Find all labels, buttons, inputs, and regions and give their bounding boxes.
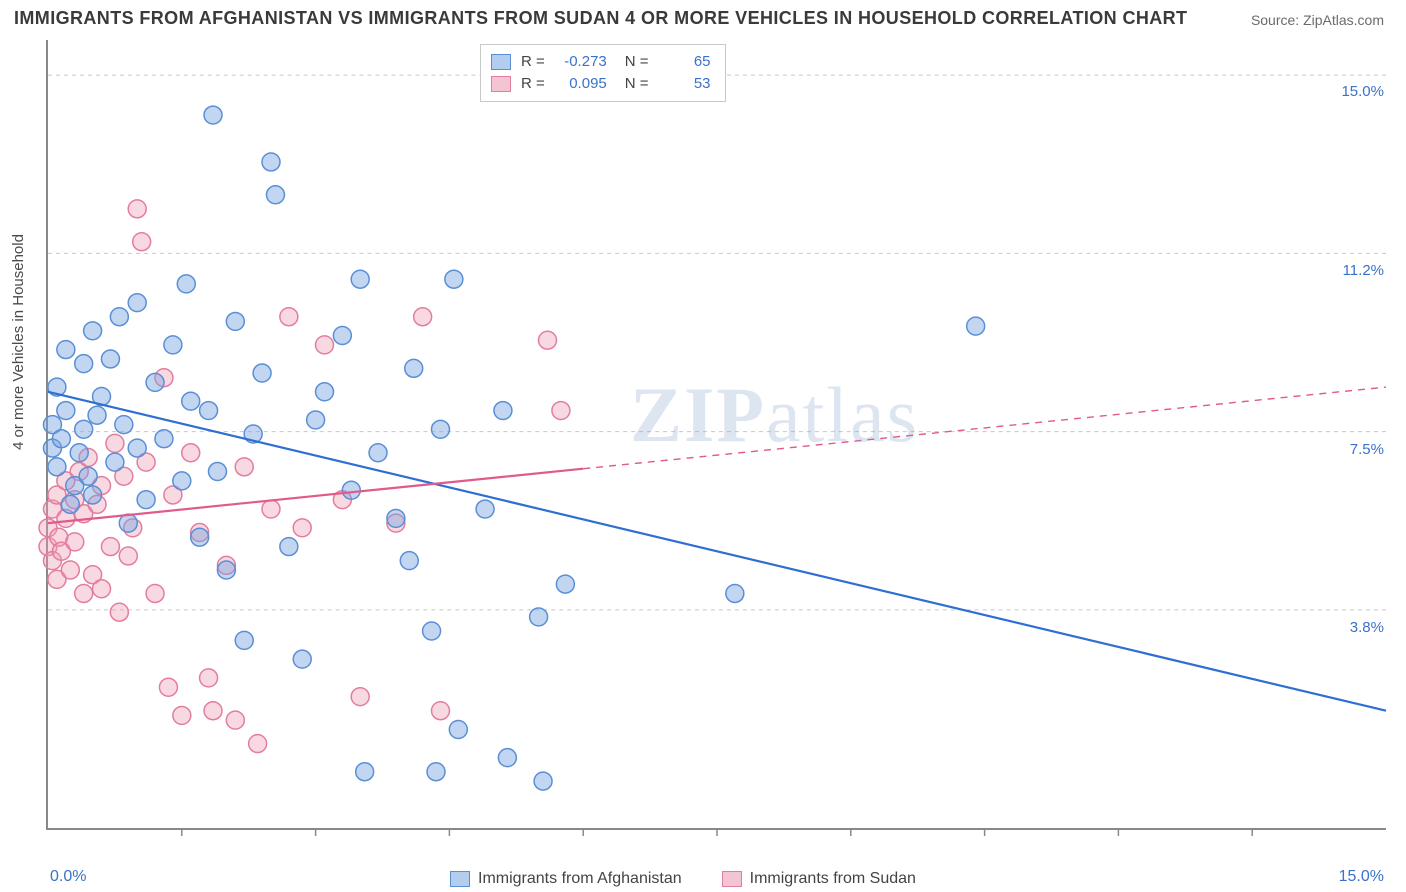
n-value-afghanistan: 65	[659, 51, 711, 73]
y-grid-label: 11.2%	[1343, 262, 1384, 279]
stats-row-sudan: R = 0.095 N = 53	[491, 73, 711, 95]
y-grid-label: 7.5%	[1350, 441, 1384, 458]
swatch-afghanistan	[450, 871, 470, 887]
r-label: R =	[521, 73, 545, 95]
r-value-afghanistan: -0.273	[555, 51, 607, 73]
correlation-chart	[46, 40, 1386, 830]
x-axis-max-label: 15.0%	[1339, 868, 1384, 886]
legend-item-sudan: Immigrants from Sudan	[722, 870, 916, 888]
legend-label-afghanistan: Immigrants from Afghanistan	[478, 870, 682, 888]
x-axis-min-label: 0.0%	[50, 868, 86, 886]
y-grid-label: 15.0%	[1341, 83, 1384, 100]
r-value-sudan: 0.095	[555, 73, 607, 95]
legend-label-sudan: Immigrants from Sudan	[750, 870, 916, 888]
swatch-sudan	[491, 76, 511, 92]
stats-legend: R = -0.273 N = 65 R = 0.095 N = 53	[480, 44, 726, 102]
source-link[interactable]: ZipAtlas.com	[1303, 12, 1384, 28]
r-label: R =	[521, 51, 545, 73]
n-label: N =	[625, 51, 649, 73]
swatch-afghanistan	[491, 54, 511, 70]
source-attribution: Source: ZipAtlas.com	[1251, 12, 1384, 28]
plot-svg	[48, 40, 1386, 828]
source-prefix: Source:	[1251, 12, 1303, 28]
chart-title: IMMIGRANTS FROM AFGHANISTAN VS IMMIGRANT…	[14, 8, 1187, 29]
series-legend: Immigrants from Afghanistan Immigrants f…	[450, 870, 916, 888]
legend-item-afghanistan: Immigrants from Afghanistan	[450, 870, 682, 888]
stats-row-afghanistan: R = -0.273 N = 65	[491, 51, 711, 73]
n-label: N =	[625, 73, 649, 95]
y-axis-label: 4 or more Vehicles in Household	[10, 234, 27, 450]
y-grid-label: 3.8%	[1350, 619, 1384, 636]
n-value-sudan: 53	[659, 73, 711, 95]
swatch-sudan	[722, 871, 742, 887]
